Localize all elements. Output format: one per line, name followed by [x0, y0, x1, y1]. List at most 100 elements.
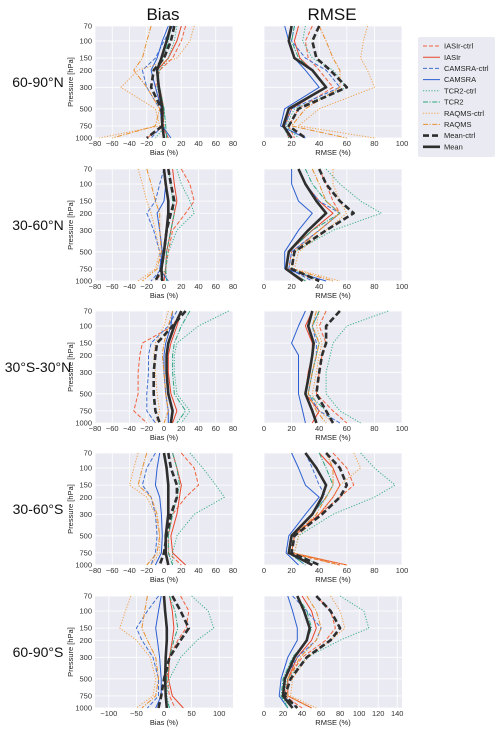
x-tick-label: −40 — [123, 139, 136, 148]
x-tick-label: 100 — [396, 424, 409, 433]
x-tick-label: −40 — [123, 566, 136, 575]
x-tick-label: 40 — [315, 566, 323, 575]
y-tick-label: 70 — [84, 307, 92, 316]
y-tick-label: 100 — [79, 607, 92, 616]
series-line-mean — [162, 452, 170, 566]
panel-3-rmse: 0 20 40 60 80 100 RMSE (%) — [262, 310, 409, 442]
x-tick-label: 100 — [396, 282, 409, 291]
x-tick-label: 0 — [262, 139, 266, 148]
series-line-camsra-ctrl — [135, 595, 159, 709]
y-tick-label: 300 — [79, 226, 92, 235]
x-tick-label: 0 — [262, 566, 266, 575]
column-title-bias: Bias — [146, 5, 179, 24]
series-line-mean-ctrl — [290, 452, 349, 567]
x-tick-label: 40 — [194, 566, 202, 575]
y-tick-label: 200 — [79, 351, 92, 360]
x-tick-label: 50 — [187, 709, 195, 718]
series-line-raqms-ctrl — [119, 595, 157, 709]
y-tick-label: 70 — [84, 165, 92, 174]
panels: 60-90°N−80 −60 −40 −20 0 20 40 60 80701001502003… — [5, 22, 408, 727]
y-tick-label: 150 — [79, 54, 92, 63]
series-line-camsra — [285, 452, 320, 566]
series-line-iasir-ctrl — [133, 310, 182, 424]
x-tick-label: 60 — [317, 709, 325, 718]
x-tick-label: −20 — [140, 282, 153, 291]
y-tick-label: 100 — [79, 37, 92, 46]
x-tick-label: −60 — [106, 282, 119, 291]
x-tick-label: 60 — [212, 282, 220, 291]
series-line-iasir — [167, 310, 182, 424]
series-line-mean — [287, 452, 328, 567]
y-tick-label: 1000 — [75, 419, 92, 428]
y-tick-label: 150 — [79, 481, 92, 490]
legend-entry-label: Mean — [444, 142, 463, 151]
x-tick-label: 80 — [229, 424, 237, 433]
series-line-raqms — [287, 595, 322, 709]
region-label: 60-90°N — [12, 74, 64, 90]
x-axis-label: Bias (%) — [150, 433, 179, 442]
legend-entry-label: TCR2-ctrl — [444, 86, 476, 95]
series-line-raqms — [291, 168, 341, 282]
panel-4-rmse: 0 20 40 60 80 100 RMSE (%) — [262, 452, 408, 584]
y-axis-label: Pressure [hPa] — [66, 484, 75, 534]
x-tick-label: −40 — [123, 424, 136, 433]
panel-2-rmse: 0 20 40 60 80 100 RMSE (%) — [262, 168, 409, 300]
series-line-mean — [304, 310, 318, 424]
x-axis-label: RMSE (%) — [315, 433, 351, 442]
y-tick-label: 70 — [84, 592, 92, 601]
x-tick-label: 100 — [396, 139, 409, 148]
x-tick-label: −20 — [140, 139, 153, 148]
y-tick-label: 70 — [84, 449, 92, 458]
x-tick-label: 60 — [343, 424, 351, 433]
y-tick-label: 750 — [79, 691, 92, 700]
x-tick-label: 40 — [194, 139, 202, 148]
x-axis-label: Bias (%) — [150, 575, 179, 584]
x-axis-label: RMSE (%) — [315, 148, 351, 157]
series-line-raqms-ctrl — [298, 25, 375, 139]
x-tick-label: −40 — [123, 282, 136, 291]
y-tick-label: 300 — [79, 653, 92, 662]
series-line-mean-ctrl — [290, 168, 356, 283]
series-line-mean — [155, 25, 173, 139]
x-tick-label: 40 — [315, 139, 323, 148]
series-line-mean — [281, 25, 328, 139]
x-tick-label: 0 — [162, 282, 166, 291]
series-line-camsra — [284, 169, 327, 282]
plot-area — [264, 311, 402, 423]
y-tick-label: 1000 — [75, 134, 92, 143]
x-tick-label: 60 — [343, 282, 351, 291]
x-tick-label: −100 — [100, 709, 117, 718]
legend-entry-label: RAQMS — [444, 120, 472, 129]
y-axis-label: Pressure [hPa] — [66, 200, 75, 250]
series-line-raqms — [142, 168, 162, 282]
panel-1-rmse: 0 20 40 60 80 100 RMSE (%) — [262, 25, 409, 157]
x-tick-label: 40 — [298, 709, 306, 718]
x-axis-label: RMSE (%) — [315, 718, 351, 727]
x-tick-label: 80 — [229, 282, 237, 291]
x-tick-label: −20 — [140, 424, 153, 433]
series-line-mean-ctrl — [146, 25, 176, 140]
x-tick-label: 80 — [370, 566, 378, 575]
x-tick-label: 20 — [177, 566, 185, 575]
y-tick-label: 150 — [79, 339, 92, 348]
x-tick-label: 0 — [162, 566, 166, 575]
y-tick-label: 750 — [79, 548, 92, 557]
x-axis-label: Bias (%) — [150, 148, 179, 157]
panel-2-bias: 30-60°N −80 −60 −40 −20 0 20 40 60 80 70 100 150 200 3… — [12, 165, 237, 300]
series-line-tcr2 — [172, 310, 191, 424]
series-line-mean-ctrl — [315, 310, 341, 424]
series-line-tcr2 — [165, 168, 175, 282]
x-tick-label: −80 — [89, 282, 102, 291]
series-line-camsra-ctrl — [146, 310, 178, 424]
series-line-mean — [281, 595, 312, 709]
x-axis-label: Bias (%) — [150, 291, 179, 300]
x-tick-label: 20 — [177, 424, 185, 433]
x-tick-label: −60 — [106, 566, 119, 575]
plot-area — [264, 596, 402, 708]
y-tick-label: 1000 — [75, 561, 92, 570]
x-tick-label: 60 — [212, 424, 220, 433]
legend-entry-label: CAMSRA-ctrl — [444, 64, 489, 73]
x-tick-label: 0 — [262, 282, 266, 291]
series-line-mean — [284, 168, 328, 283]
x-tick-label: 40 — [194, 282, 202, 291]
